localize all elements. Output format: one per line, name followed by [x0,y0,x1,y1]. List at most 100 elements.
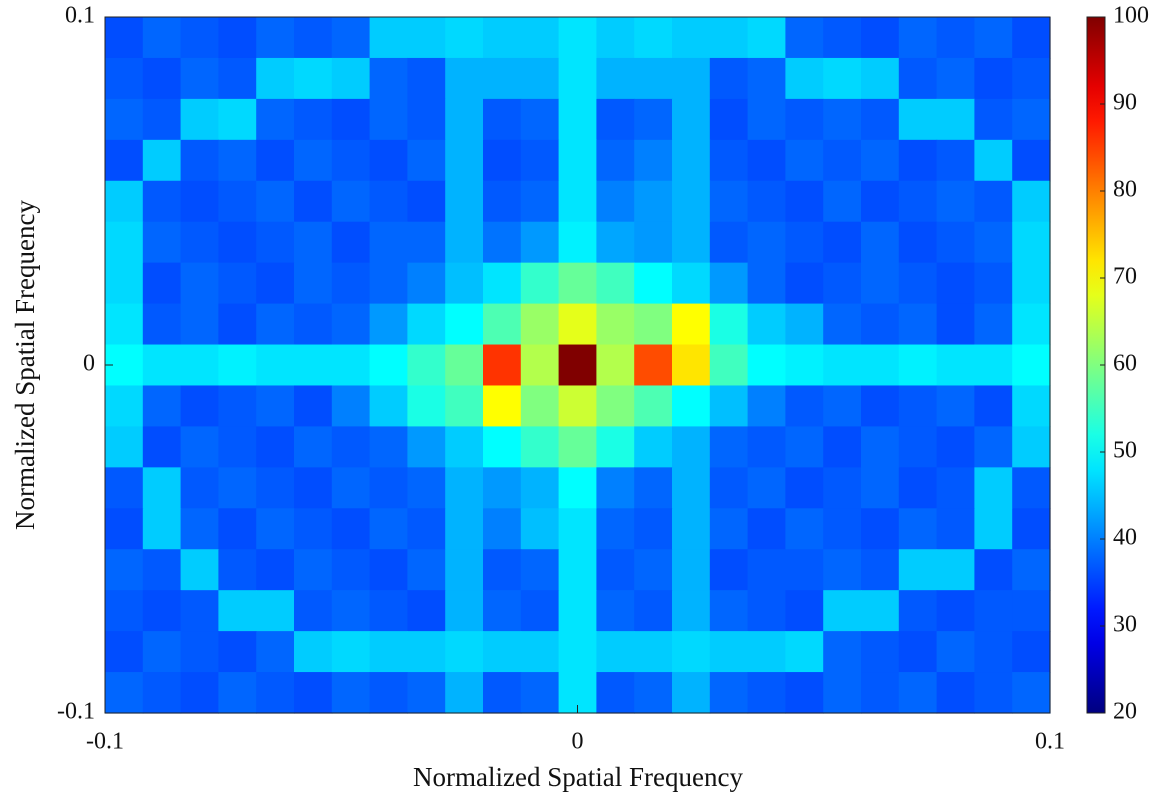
heat-cell [218,385,257,428]
heat-cell [596,590,635,632]
heat-cell [898,508,938,550]
heat-cell [407,180,446,223]
heat-cell [558,508,597,550]
heat-cell [898,303,938,346]
heat-cell [823,344,862,387]
heat-cell [256,426,295,468]
heat-cell [823,17,862,59]
heat-cell [898,467,938,509]
heat-cell [785,508,824,550]
x-axis-label: Normalized Spatial Frequency [413,762,743,792]
heat-cell [634,590,673,632]
heat-cell [1012,303,1051,346]
heat-cell [520,344,560,387]
heat-cell [142,508,182,550]
heat-cell [785,303,824,346]
heat-cell [407,631,446,673]
heat-cell [785,631,824,673]
heat-cell [898,98,938,141]
heat-cell [596,98,635,141]
heat-cell [294,17,333,59]
heat-cell [709,139,749,182]
heat-cell [823,98,862,141]
heat-cell [520,590,560,632]
heat-cell [331,590,371,632]
heat-cell [180,631,219,673]
heat-cell [747,344,786,387]
heat-cell [672,221,711,264]
heat-cell [709,549,749,591]
heat-cell [180,508,219,550]
heat-cell [709,467,749,509]
heat-cell [785,17,824,59]
heat-cell [256,57,295,100]
heat-cell [294,262,333,305]
heat-cell [747,221,786,264]
heat-cell [142,262,182,305]
heat-cell [709,344,749,387]
heat-cell [294,672,333,714]
heat-cell [142,221,182,264]
heatmap [105,17,1051,714]
heat-cell [596,549,635,591]
heat-cell [747,508,786,550]
heat-cell [256,139,295,182]
heat-cell [331,549,371,591]
heat-cell [558,344,597,387]
heat-cell [369,672,408,714]
heat-cell [596,467,635,509]
heat-cell [483,385,522,428]
heat-cell [483,631,522,673]
heat-cell [520,549,560,591]
heat-cell [483,590,522,632]
heat-cell [407,672,446,714]
heat-cell [974,631,1013,673]
heat-cell [218,631,257,673]
heat-cell [672,139,711,182]
heat-cell [180,549,219,591]
heat-cell [369,508,408,550]
heat-cell [1012,508,1051,550]
heat-cell [520,303,560,346]
heat-cell [407,98,446,141]
heat-cell [936,303,975,346]
heat-cell [1012,672,1051,714]
heat-cell [142,590,182,632]
heat-cell [407,344,446,387]
heat-cell [445,631,484,673]
colorbar-tick-label: 40 [1113,525,1137,551]
heat-cell [672,467,711,509]
heat-cell [898,17,938,59]
heat-cell [596,180,635,223]
heat-cell [974,590,1013,632]
heat-cell [142,549,182,591]
heat-cell [974,672,1013,714]
heat-cell [558,262,597,305]
heat-cell [861,344,900,387]
heat-cell [105,467,144,509]
y-tick-label: 0 [83,351,95,377]
heat-cell [898,385,938,428]
heat-cell [1012,467,1051,509]
heat-cell [218,262,257,305]
heat-cell [974,57,1013,100]
heat-cell [672,98,711,141]
heat-cell [407,57,446,100]
heat-cell [294,221,333,264]
heat-cell [331,180,371,223]
heat-cell [709,426,749,468]
heat-cell [936,672,975,714]
heat-cell [936,508,975,550]
heat-cell [445,262,484,305]
heat-cell [709,262,749,305]
heat-cell [709,631,749,673]
heat-cell [974,385,1013,428]
heat-cell [294,549,333,591]
heat-cell [672,385,711,428]
heat-cell [520,508,560,550]
heat-cell [785,57,824,100]
heat-cell [672,17,711,59]
heat-cell [936,57,975,100]
heat-cell [1012,262,1051,305]
heat-cell [747,385,786,428]
